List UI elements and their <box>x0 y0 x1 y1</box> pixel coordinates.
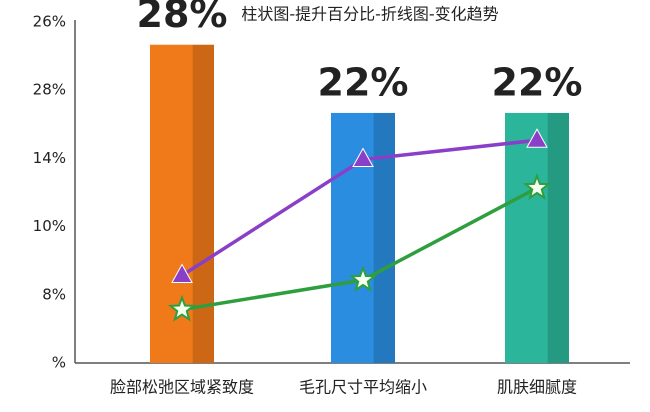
bar-value-label: 22% <box>492 60 583 104</box>
bar-shade <box>192 44 214 363</box>
x-tick-label: 肌肤细腻度 <box>497 378 577 397</box>
bar-shade <box>547 112 569 363</box>
bar-value-label: 28% <box>137 0 228 36</box>
bar-shade <box>373 112 395 363</box>
bar-value-label: 22% <box>318 60 409 104</box>
chart-title: 柱状图-提升百分比-折线图-变化趋势 <box>241 5 498 24</box>
marker <box>167 294 197 322</box>
y-tick-label: 14% <box>33 149 66 167</box>
x-tick-label: 毛孔尺寸平均缩小 <box>299 378 427 397</box>
y-tick-label: 10% <box>33 217 66 235</box>
marker <box>348 265 378 293</box>
y-tick-label: 28% <box>33 81 66 99</box>
marker <box>352 147 374 168</box>
y-tick-label: 8% <box>42 285 66 303</box>
bar <box>505 112 569 363</box>
y-tick-label: % <box>52 354 66 372</box>
marker <box>526 128 548 148</box>
y-tick-label: 26% <box>33 13 66 31</box>
marker <box>522 173 552 201</box>
x-tick-label: 脸部松弛区域紧致度 <box>110 378 254 397</box>
marker <box>171 263 193 283</box>
